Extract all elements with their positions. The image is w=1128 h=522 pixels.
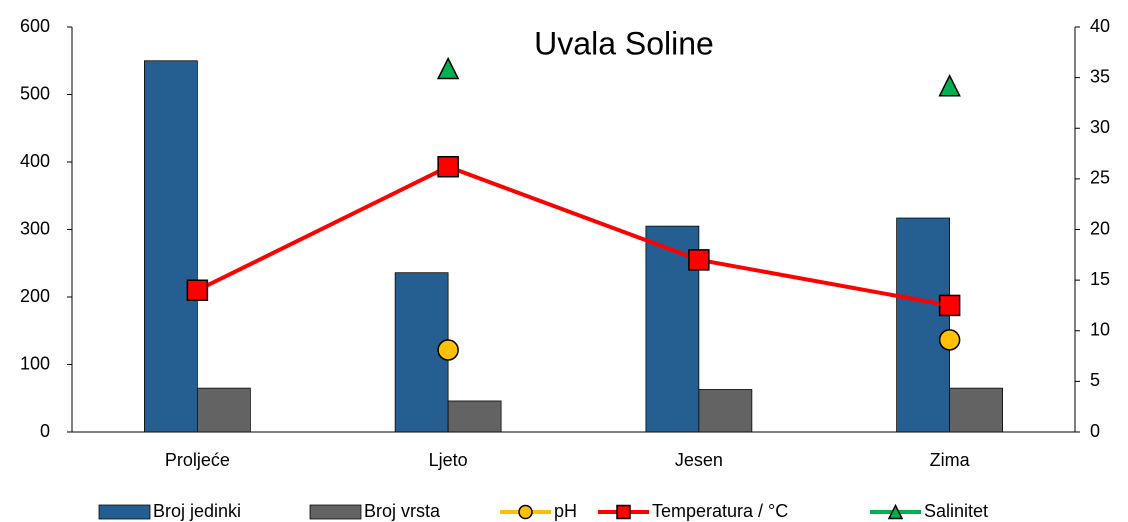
x-tick-label: Proljeće [165,450,230,470]
y2-tick-label: 10 [1090,320,1110,340]
chart-title: Uvala Soline [534,25,714,61]
marker [938,294,961,317]
bar [144,60,198,433]
y2-tick-label: 40 [1090,16,1110,36]
y2-tick-label: 5 [1090,370,1100,390]
x-tick-label: Jesen [675,450,723,470]
legend-label: Salinitet [924,501,988,521]
marker [938,74,961,97]
x-tick-label: Zima [930,450,971,470]
y-tick-label: 300 [20,218,50,238]
y2-tick-label: 25 [1090,168,1110,188]
x-tick-label: Ljeto [429,450,468,470]
marker [437,339,459,361]
marker [938,329,961,351]
bar [197,387,251,433]
bar [447,400,502,433]
marker [688,249,710,271]
legend-swatch [309,504,362,520]
y-tick-label: 200 [20,286,50,306]
y2-tick-label: 20 [1090,218,1110,238]
legend-label: Broj jedinki [153,501,241,521]
y-tick-label: 100 [20,353,50,373]
legend-marker [616,504,631,520]
legend-label: pH [554,501,577,521]
legend-label: Broj vrsta [364,501,441,521]
line [196,164,950,308]
marker [186,279,209,301]
legend-swatch [98,504,151,520]
bar [698,389,753,433]
legend-marker [887,503,904,520]
legend-marker [518,504,533,520]
y2-tick-label: 35 [1090,66,1110,86]
bar [896,217,950,433]
marker [436,56,460,80]
legend-label: Temperatura / °C [652,501,788,521]
y2-tick-label: 30 [1090,117,1110,137]
marker [437,155,459,178]
y2-tick-label: 15 [1090,269,1110,289]
y2-tick-label: 0 [1090,421,1100,441]
y-tick-label: 0 [40,421,50,441]
y-tick-label: 500 [20,83,50,103]
y-tick-label: 600 [20,16,50,36]
bar [949,387,1003,433]
y-tick-label: 400 [20,151,50,171]
